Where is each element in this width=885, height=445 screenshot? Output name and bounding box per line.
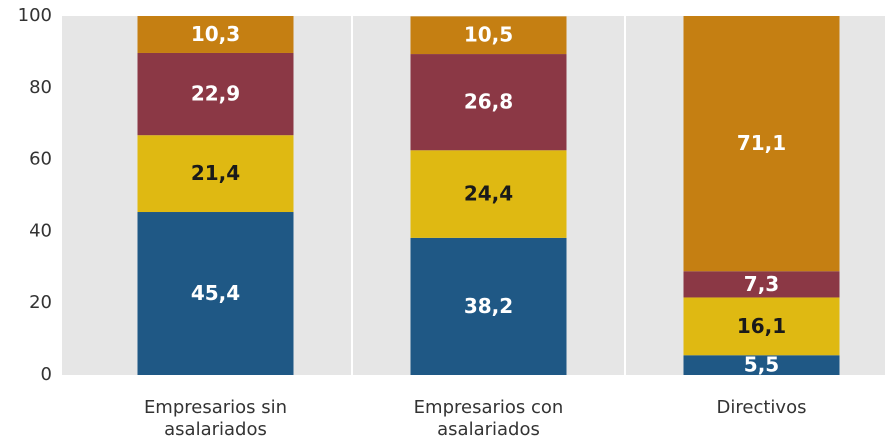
bar-segment [410,16,567,55]
data-label: 22,9 [191,82,240,106]
data-label: 10,5 [464,23,513,47]
data-label: 5,5 [744,353,779,377]
data-label: 10,3 [191,22,240,46]
bar-segment [137,52,294,136]
bar-segment [683,271,840,298]
data-label: 7,3 [744,272,779,296]
bar-segment [683,16,840,272]
data-label: 45,4 [191,281,240,305]
y-tick-label: 20 [29,292,52,313]
y-tick-label: 100 [18,5,52,26]
bar-segment [410,150,567,238]
bar-segment [137,212,294,375]
y-tick-label: 40 [29,220,52,241]
bar-segment [683,297,840,356]
bar-segment [410,237,567,375]
data-label: 24,4 [464,182,513,206]
y-tick-label: 80 [29,77,52,98]
y-tick-label: 60 [29,149,52,170]
x-tick-label: Directivos [716,397,807,418]
data-label: 21,4 [191,161,240,185]
bar-segment [410,54,567,151]
bar-segment [683,355,840,375]
bar-segment [137,135,294,213]
y-tick-label: 0 [41,364,52,385]
data-label: 26,8 [464,90,513,114]
bar-segment [137,16,294,53]
data-label: 16,1 [737,314,786,338]
data-label: 71,1 [737,131,786,155]
x-tick-label: Empresarios sin asalariados [143,397,288,440]
x-tick-label: Empresarios con asalariados [413,397,564,440]
data-label: 38,2 [464,294,513,318]
